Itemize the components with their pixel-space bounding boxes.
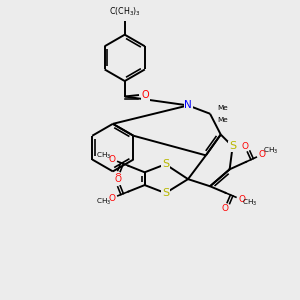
Text: O: O <box>221 204 228 213</box>
Text: N: N <box>184 100 192 110</box>
Text: S: S <box>162 159 169 169</box>
Text: CH$_3$: CH$_3$ <box>96 151 111 161</box>
Text: O: O <box>108 154 115 164</box>
Text: CH$_3$: CH$_3$ <box>242 198 258 208</box>
Text: S: S <box>229 141 236 152</box>
Text: C(CH$_3$)$_3$: C(CH$_3$)$_3$ <box>109 5 141 18</box>
Text: O: O <box>259 150 266 159</box>
Text: Me: Me <box>218 105 228 111</box>
Text: S: S <box>162 188 169 198</box>
Text: CH$_3$: CH$_3$ <box>263 146 278 156</box>
Text: O: O <box>238 195 245 204</box>
Text: CH$_3$: CH$_3$ <box>96 196 111 207</box>
Text: O: O <box>114 173 121 182</box>
Text: O: O <box>241 142 248 151</box>
Text: Me: Me <box>218 117 228 123</box>
Text: O: O <box>108 194 115 203</box>
Text: O: O <box>141 90 149 100</box>
Text: O: O <box>114 175 121 184</box>
